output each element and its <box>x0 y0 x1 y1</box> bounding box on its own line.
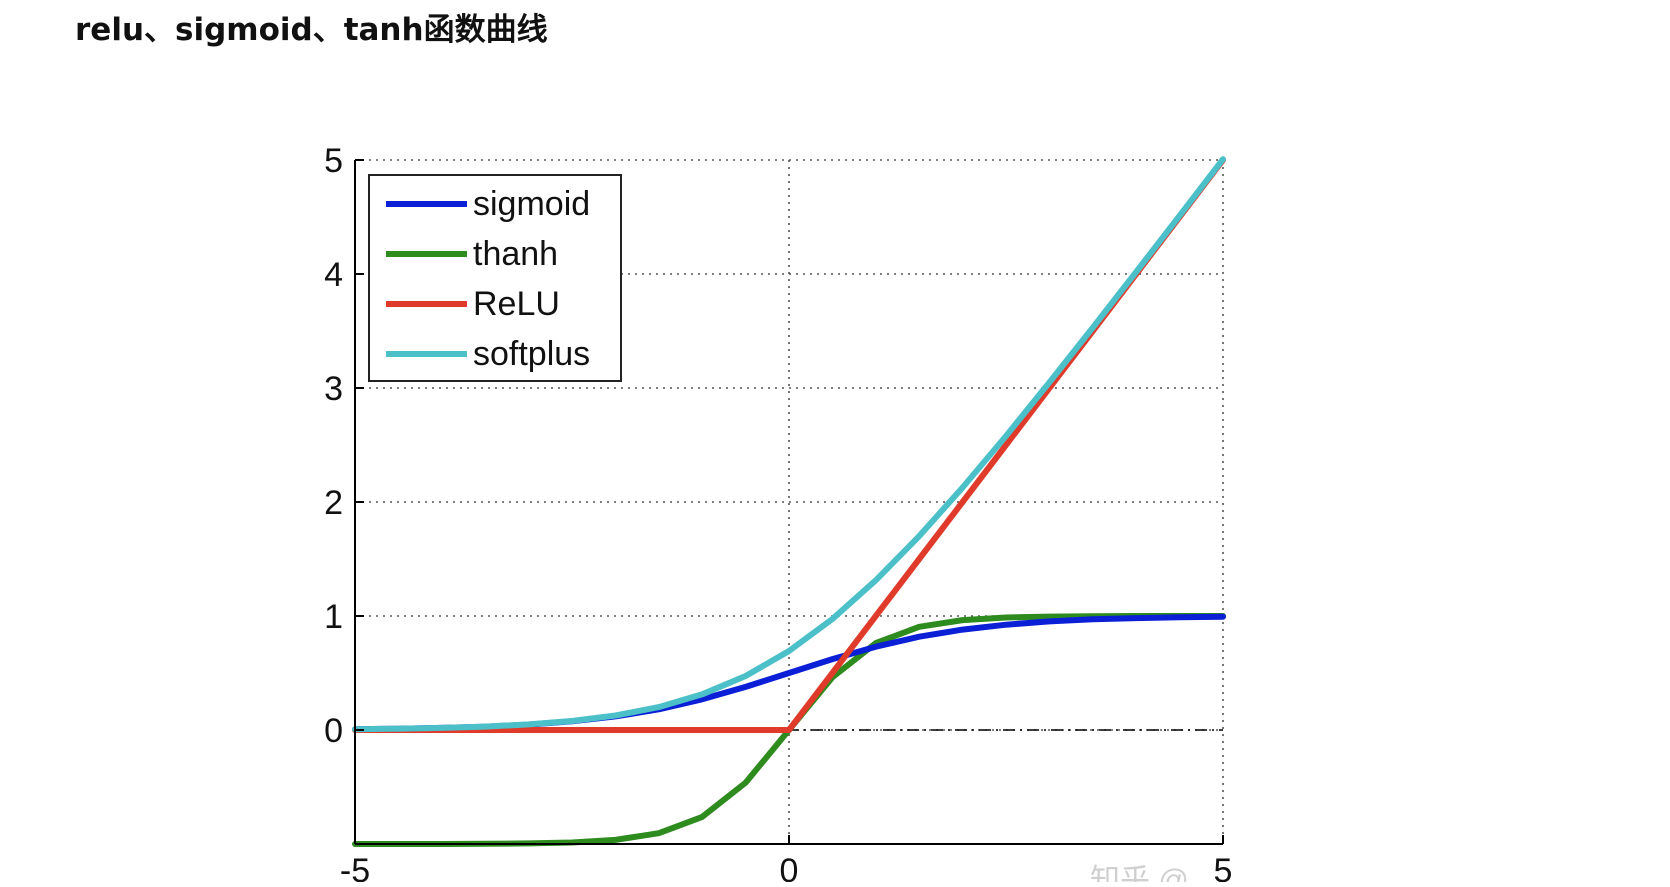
y-tick-label: 4 <box>324 256 343 294</box>
series-layer <box>352 156 1226 847</box>
legend-label-relu: ReLU <box>473 285 560 323</box>
series-line-softplus <box>352 156 1226 733</box>
watermark: 知乎 @... <box>1090 864 1214 882</box>
legend-label-softplus: softplus <box>473 335 590 373</box>
x-tick-label: -5 <box>340 852 370 882</box>
tick-label-layer: 0 1 2 3 4 5 -5 0 5 <box>324 142 1233 887</box>
legend-label-sigmoid: sigmoid <box>473 185 590 223</box>
axes-layer <box>354 159 1224 845</box>
x-tick-label: 0 <box>780 852 799 882</box>
page-title: relu、sigmoid、tanh函数曲线 <box>75 12 548 48</box>
y-tick-label: 5 <box>324 142 343 180</box>
y-tick-label: 2 <box>324 484 343 522</box>
legend: sigmoid thanh ReLU softplus <box>368 174 622 382</box>
y-tick-label: 0 <box>324 712 343 750</box>
legend-box <box>368 174 622 382</box>
legend-label-thanh: thanh <box>473 235 558 273</box>
y-tick-label: 1 <box>324 598 343 636</box>
series-line-sigmoid <box>352 613 1226 733</box>
y-tick-label: 3 <box>324 370 343 408</box>
x-tick-label: 5 <box>1214 852 1233 882</box>
